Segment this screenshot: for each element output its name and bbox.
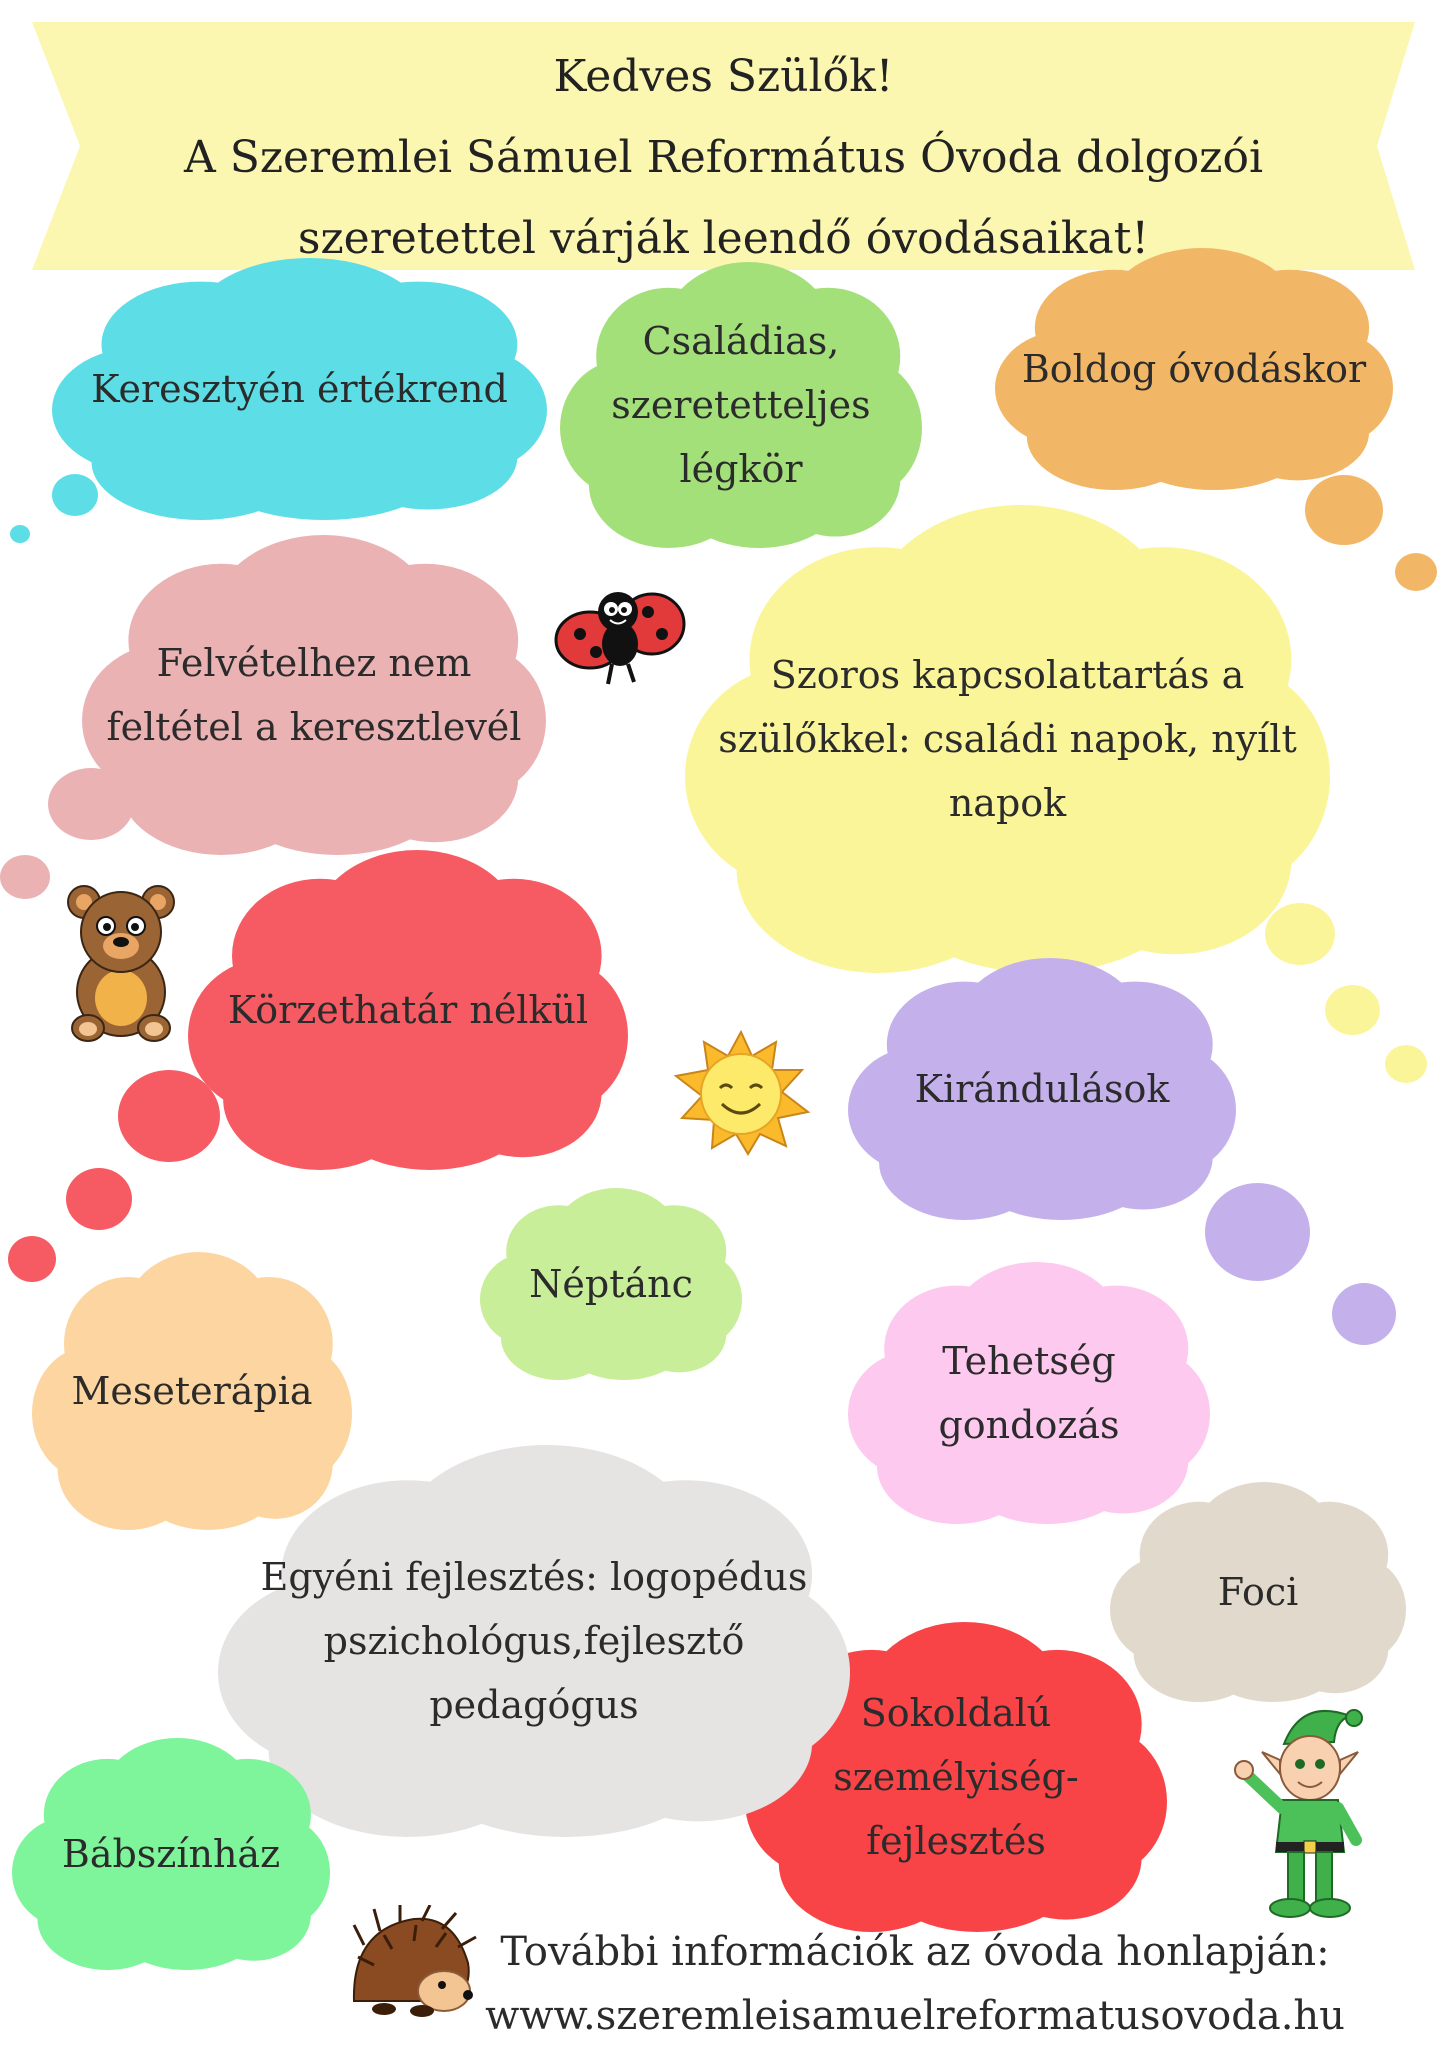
cloud-label-line: pszichológus,fejlesztő [323,1619,745,1663]
cloud-csaladias-legkor: Családias, szeretetteljes légkör [560,262,922,548]
cloud-szoros-kapcsolattartas: Szoros kapcsolattartás a szülőkkel: csal… [685,505,1330,973]
cloud-label: Kirándulások [914,1067,1170,1111]
bubble-dot [1325,985,1380,1035]
cloud-lobe [584,1664,813,1822]
cloud-label-line: Egyéni fejlesztés: logopédus [260,1555,808,1599]
cloud-lobe [989,1795,1142,1920]
cloud-lobe [769,422,901,537]
cloud-sokoldalu-fejlesztes: Sokoldalú személyiség- fejlesztés [745,1622,1167,1932]
bubble-dot [1332,1283,1396,1345]
cloud-lobe [217,1407,333,1519]
cloud-shape [848,1262,1210,1524]
cloud-babszinhaz: Bábszínház [12,1738,330,1970]
cloud-label-line: szeretetteljes [611,383,871,427]
cloud-lobe [1057,1408,1189,1514]
cloud-shape [52,258,547,520]
cloud-lobe [339,404,518,510]
elf-icon [1232,1702,1377,1924]
cloud-tehetseg-gondozas: Tehetség gondozás [848,1262,1210,1524]
cloud-shape [1110,1482,1406,1702]
cloud-neptanc: Néptánc [480,1188,742,1380]
header-banner: Kedves Szülők! A Szeremlei Sámuel Reform… [32,22,1415,270]
bubble-dot [118,1070,220,1162]
cloud-label-line: feltétel a keresztlevél [106,705,522,749]
cloud-lobe [1281,1605,1389,1694]
cloud-label: Boldog óvodáskor [1021,347,1367,391]
cloud-lobe [1059,767,1292,955]
bubble-dot [1305,475,1383,545]
cloud-label-line: Családias, [642,319,840,363]
bubble-dot [52,474,98,516]
cloud-meseterapia: Meseterápia [32,1252,352,1530]
bubble-dot [1265,903,1335,965]
cloud-lobe [351,714,519,843]
bubble-dot [10,525,30,543]
cloud-label-line: napok [948,781,1067,825]
cloud-shape [848,958,1236,1220]
cloud-shape [32,1252,352,1530]
cloud-label-line: Szoros kapcsolattartás a [770,653,1245,697]
cloud-shape [745,1622,1167,1932]
cloud-label-line: Felvételhez nem [156,641,472,685]
bubble-dot [48,768,134,840]
bubble-dot [66,1168,132,1230]
banner-greeting: Kedves Szülők! [553,51,894,102]
cloud-label: Foci [1217,1570,1299,1614]
cloud-shape [480,1188,742,1380]
cloud-shape [188,850,628,1170]
hedgehog-icon [344,1904,482,2023]
cloud-label-line: gondozás [938,1403,1120,1447]
bubble-dot [1205,1183,1310,1281]
cloud-felvetel: Felvételhez nem feltétel a keresztlevél [82,535,546,855]
cloud-label: Meseterápia [71,1369,313,1413]
cloud-korzethatar: Körzethatár nélkül [188,850,628,1170]
cloud-lobe [196,1867,311,1961]
bubble-dot [8,1236,56,1282]
cloud-kirandulasok: Kirándulások [848,958,1236,1220]
cloud-shape [995,248,1393,490]
cloud-boldog-ovodaskor: Boldog óvodáskor [995,248,1393,490]
bubble-dot [0,855,50,899]
footer-info: További információk az óvoda honlapján: … [480,1920,1350,2048]
cloud-shape [560,262,922,548]
cloud-label-line: Tehetség [942,1339,1116,1383]
cloud-label: Körzethatár nélkül [227,988,589,1032]
bubble-dot [1385,1045,1427,1083]
bubble-dot [1395,553,1437,591]
cloud-label: Keresztyén értékrend [91,367,508,411]
cloud-lobe [443,1029,602,1158]
cloud-keresztyen-ertekrend: Keresztyén értékrend [52,258,547,520]
footer-text: További információk az óvoda honlapján: [500,1929,1330,1975]
sun-icon [668,1029,814,1156]
cloud-shape [82,535,546,855]
banner-shape [32,22,1415,270]
cloud-lobe [1225,383,1370,481]
cloud-label-line: személyiség- [833,1755,1079,1799]
teddy-bear-icon [62,882,180,1044]
cloud-label-line: Sokoldalú [860,1691,1052,1735]
cloud-label-line: szülőkkel: családi napok, nyílt [718,717,1297,761]
ladybug-icon [552,572,687,692]
cloud-shape [218,1445,850,1837]
website-link[interactable]: www.szeremleisamuelreformatusovoda.hu [485,1993,1345,2039]
cloud-shape [685,505,1330,973]
cloud-lobe [1073,1104,1213,1210]
banner-line-3: szeretettel várják leendő óvodásaikat! [297,213,1150,264]
cloud-label: Néptánc [529,1262,693,1306]
cloud-label: Bábszínház [61,1832,281,1876]
cloud-shape [12,1738,330,1970]
cloud-label-line: fejlesztés [866,1819,1046,1863]
banner-line-2: A Szeremlei Sámuel Református Óvoda dolg… [183,132,1264,183]
cloud-label-line: légkör [679,447,803,491]
cloud-foci: Foci [1110,1482,1406,1702]
cloud-egyeni-fejlesztes: Egyéni fejlesztés: logopédus pszichológu… [218,1445,850,1837]
cloud-label-line: pedagógus [429,1683,639,1727]
cloud-lobe [631,1295,727,1373]
